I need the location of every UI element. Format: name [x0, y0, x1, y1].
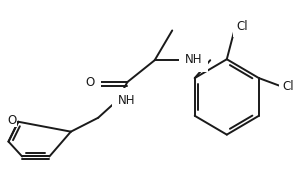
Text: Cl: Cl	[282, 79, 294, 93]
Text: NH: NH	[118, 94, 135, 107]
Text: O: O	[86, 76, 95, 88]
Text: O: O	[8, 114, 17, 127]
Text: NH: NH	[185, 53, 202, 66]
Text: Cl: Cl	[237, 20, 248, 33]
